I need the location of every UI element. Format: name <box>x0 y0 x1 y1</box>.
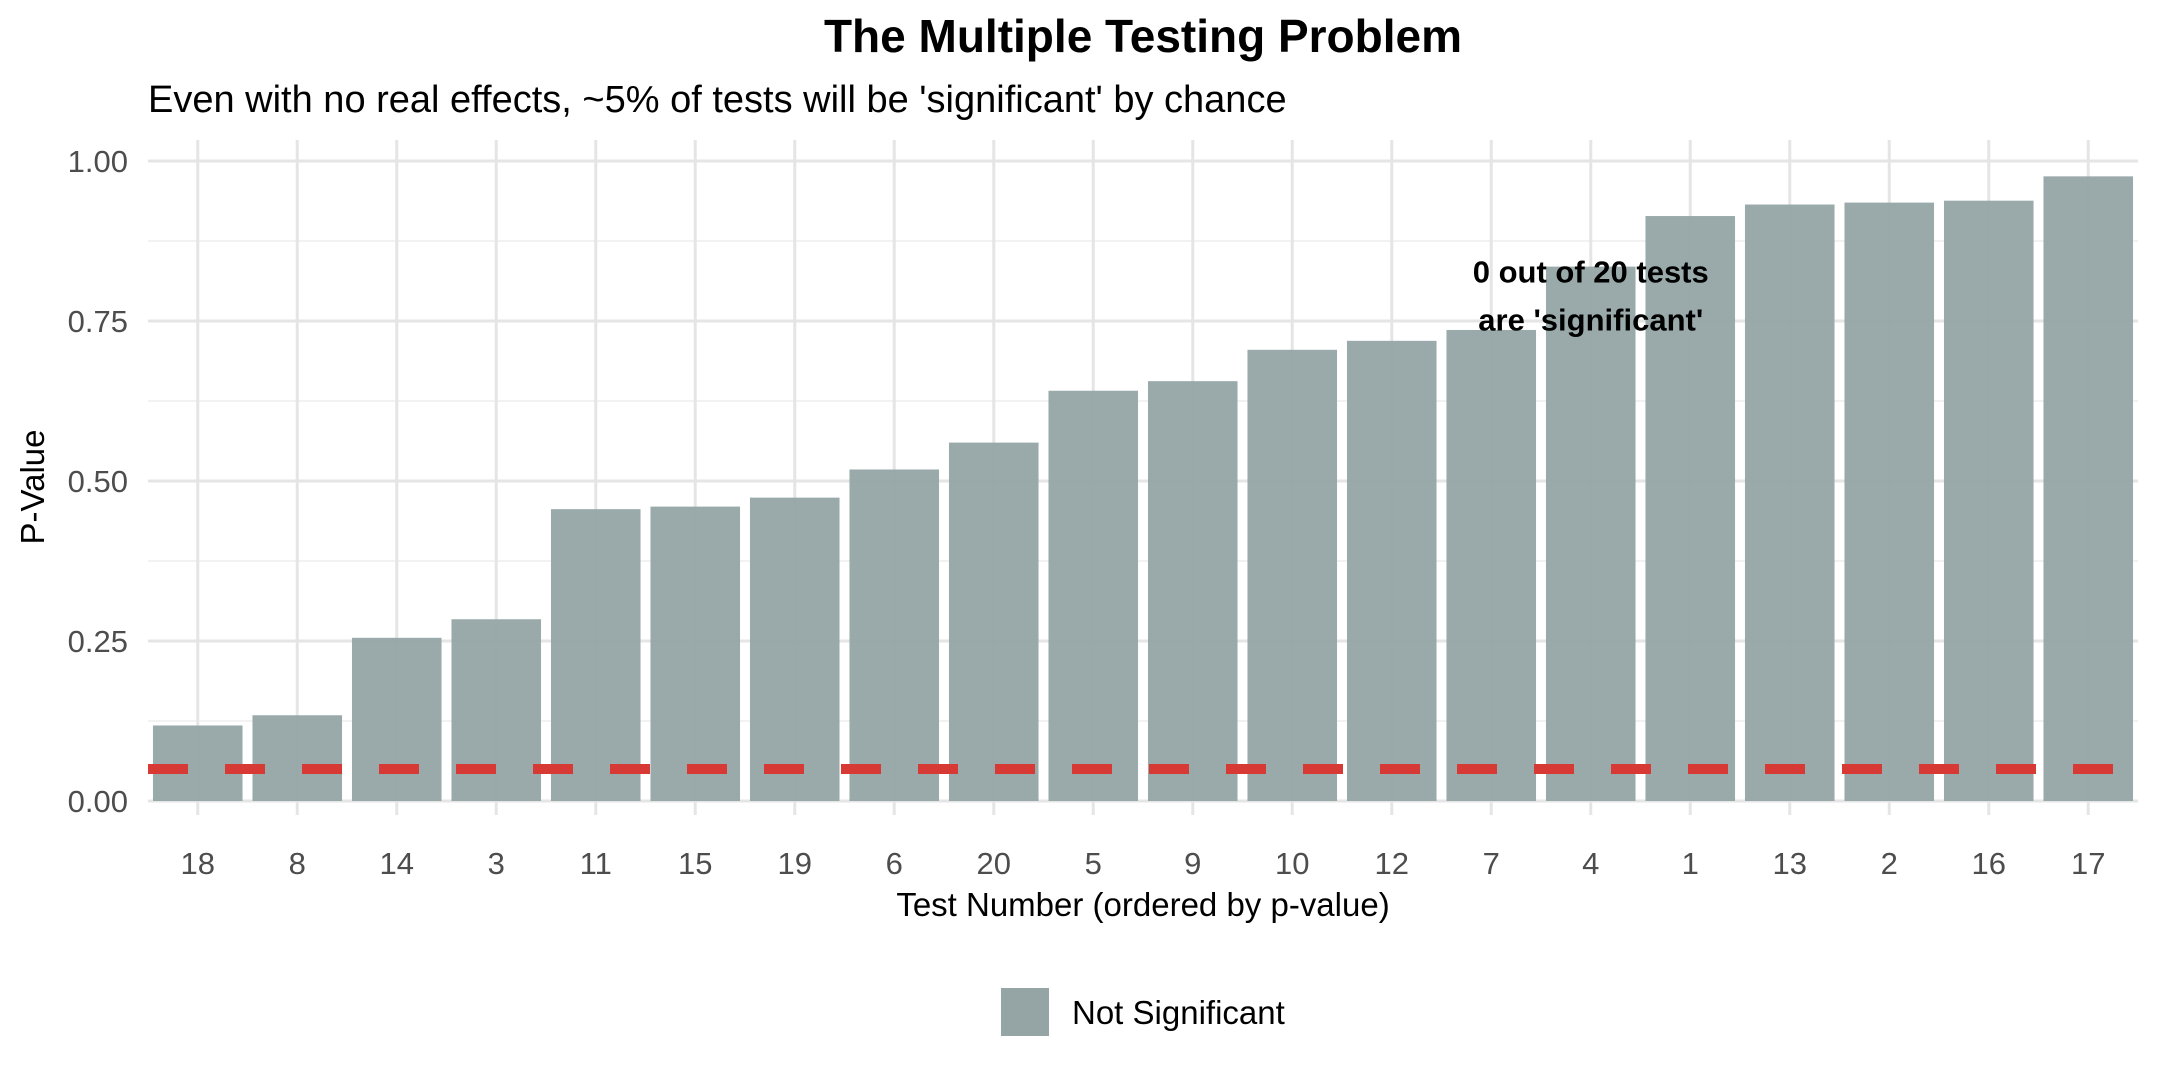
x-tick-label: 7 <box>1483 846 1500 881</box>
annotation-line: 0 out of 20 tests <box>1473 254 1709 289</box>
bar-test-10 <box>1247 349 1338 801</box>
bar-test-19 <box>749 497 840 801</box>
grid <box>148 140 2138 815</box>
y-axis-label: P-Value <box>14 430 51 545</box>
bar-test-13 <box>1744 204 1835 801</box>
bar-test-17 <box>2043 176 2134 802</box>
y-axis-ticks: 0.00 0.25 0.50 0.75 1.00 <box>68 144 128 819</box>
x-tick-label: 12 <box>1375 846 1409 881</box>
bar-test-11 <box>550 509 641 801</box>
bar-test-14 <box>351 637 442 801</box>
x-tick-label: 9 <box>1184 846 1201 881</box>
bar-test-15 <box>650 506 741 801</box>
x-axis-ticks: 18 8 14 3 11 15 19 6 20 5 9 10 12 7 4 1 13 2 16 17 <box>181 846 2106 881</box>
y-tick-label: 1.00 <box>68 144 128 179</box>
chart-subtitle: Even with no real effects, ~5% of tests … <box>148 79 1287 121</box>
bar-test-4 <box>1545 266 1636 802</box>
x-tick-label: 15 <box>678 846 712 881</box>
legend-swatch <box>1001 988 1049 1036</box>
bar-test-20 <box>948 442 1039 801</box>
annotation: 0 out of 20 tests are 'significant' <box>1473 254 1709 337</box>
bar-test-5 <box>1048 390 1139 801</box>
x-tick-label: 13 <box>1773 846 1807 881</box>
x-tick-label: 18 <box>181 846 215 881</box>
x-tick-label: 10 <box>1275 846 1309 881</box>
x-tick-label: 11 <box>580 846 612 881</box>
x-tick-label: 4 <box>1582 846 1599 881</box>
x-tick-label: 16 <box>1972 846 2006 881</box>
x-tick-label: 6 <box>886 846 903 881</box>
y-tick-label: 0.25 <box>68 624 128 659</box>
bar-test-12 <box>1346 340 1437 801</box>
legend-label: Not Significant <box>1072 994 1285 1031</box>
bar-test-2 <box>1844 202 1935 802</box>
bar-test-7 <box>1446 329 1537 801</box>
bar-test-1 <box>1645 216 1736 802</box>
y-tick-label: 0.75 <box>68 304 128 339</box>
x-axis-label: Test Number (ordered by p-value) <box>896 886 1389 923</box>
x-tick-label: 3 <box>488 846 505 881</box>
x-tick-label: 2 <box>1881 846 1898 881</box>
x-tick-label: 14 <box>380 846 414 881</box>
bar-test-8 <box>252 715 343 801</box>
x-tick-label: 20 <box>977 846 1011 881</box>
x-tick-label: 5 <box>1085 846 1102 881</box>
bars <box>152 176 2134 802</box>
bar-test-18 <box>152 725 243 801</box>
bar-test-6 <box>849 469 940 801</box>
chart-title: The Multiple Testing Problem <box>824 10 1462 62</box>
bar-test-9 <box>1147 381 1238 801</box>
x-tick-label: 17 <box>2071 846 2105 881</box>
x-tick-label: 19 <box>778 846 812 881</box>
y-tick-label: 0.00 <box>68 784 128 819</box>
x-tick-label: 1 <box>1682 846 1699 881</box>
legend: Not Significant <box>1001 988 1285 1036</box>
bar-test-16 <box>1943 200 2034 801</box>
y-tick-label: 0.50 <box>68 464 128 499</box>
x-tick-label: 8 <box>289 846 306 881</box>
annotation-line: are 'significant' <box>1478 302 1703 337</box>
